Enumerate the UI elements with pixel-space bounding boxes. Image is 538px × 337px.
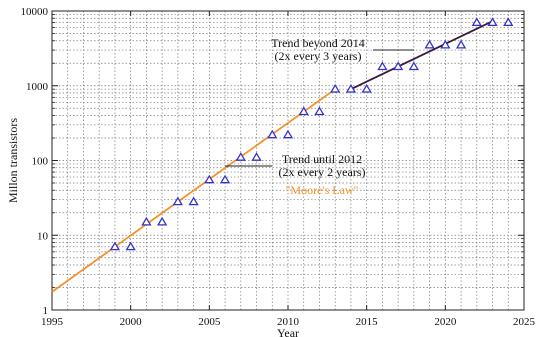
y-tick-label: 100 (32, 156, 49, 168)
data-point (314, 106, 325, 116)
grid (52, 11, 524, 310)
y-tick-label: 1 (43, 305, 49, 317)
axes: 1995 2000 2005 2010 2015 2020 2025 1 10 100 1000 10… (21, 6, 536, 328)
data-point (345, 83, 357, 93)
trend-line (350, 20, 493, 90)
data-point (125, 241, 136, 251)
y-tick-label: 10 (37, 230, 49, 242)
y-axis-title: Millon transistors (6, 118, 20, 203)
x-tick-label: 1995 (41, 316, 64, 328)
data-point (282, 129, 294, 139)
annotation-text: "Moore's Law" (286, 183, 359, 197)
annotations: Trend beyond 2014(2x every 3 years) Trend… (225, 36, 414, 197)
x-tick-label: 2000 (120, 316, 143, 328)
x-tick-label: 2025 (513, 316, 536, 328)
data-point (141, 216, 152, 226)
x-tick-label: 2005 (198, 316, 221, 328)
data-point (219, 174, 231, 184)
data-point (267, 129, 278, 139)
data-point (471, 17, 482, 27)
x-tick-label: 2015 (356, 316, 379, 328)
x-axis-title: Year (277, 326, 299, 337)
data-point (235, 152, 246, 161)
data-point (330, 83, 341, 93)
y-tick-label: 1000 (26, 81, 49, 93)
data-point (392, 61, 404, 71)
x-tick-label: 2020 (434, 316, 457, 328)
data-point (188, 196, 199, 206)
trend-line (51, 88, 336, 293)
data-point (361, 83, 372, 93)
annotation-text: (2x every 3 years) (275, 49, 362, 63)
data-point (455, 39, 467, 49)
annotation-text: Trend beyond 2014 (271, 36, 365, 50)
data-point (503, 17, 514, 27)
data-point (109, 241, 121, 251)
data-point (424, 39, 435, 49)
data-point (377, 61, 388, 71)
x-tick-label: 2010 (277, 316, 300, 328)
data-point (298, 106, 309, 116)
annotation-text: (2x every 2 years) (279, 165, 366, 179)
trend-lines (51, 20, 493, 293)
data-point (156, 216, 168, 226)
annotation-text: Trend until 2012 (282, 152, 362, 166)
data-point (440, 39, 451, 49)
data-point (172, 196, 184, 206)
data-point (251, 152, 262, 161)
data-points (109, 17, 514, 251)
y-tick-label: 10000 (21, 6, 49, 18)
data-point (487, 17, 498, 27)
data-point (408, 61, 420, 71)
data-point (204, 174, 215, 184)
